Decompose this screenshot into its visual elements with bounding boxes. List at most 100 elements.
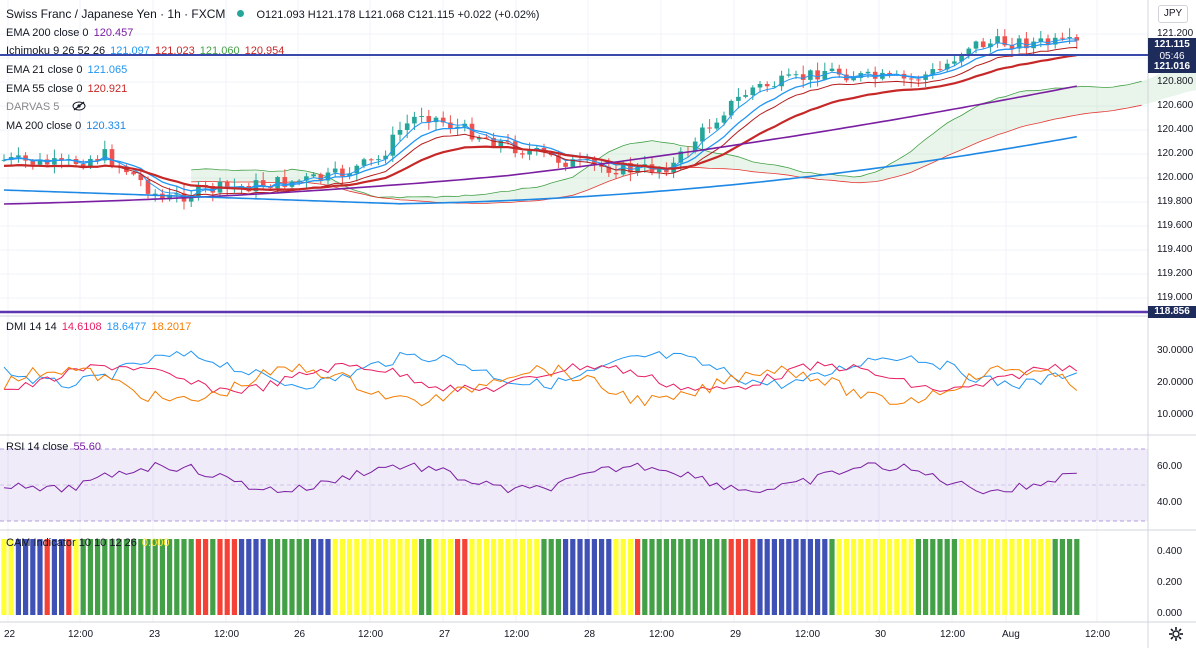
legend-label: EMA 55 close 0	[6, 83, 83, 95]
legend-value: 121.097	[110, 45, 150, 57]
cam-bar	[858, 539, 864, 615]
cam-bar	[599, 539, 605, 615]
candle-body	[361, 159, 367, 166]
cam-bar	[822, 539, 828, 615]
cam-bar	[203, 539, 209, 615]
cam-bar	[1052, 539, 1058, 615]
cam-bar	[779, 539, 785, 615]
ema55-line	[3, 54, 1077, 192]
cam-bar	[51, 539, 57, 615]
cam-bar	[80, 539, 86, 615]
cam-bar	[872, 539, 878, 615]
price-tick-label: 119.000	[1157, 292, 1193, 303]
cam-bar	[714, 539, 720, 615]
legend-value: 120.457	[93, 27, 134, 39]
cam-bar	[678, 539, 684, 615]
candle-body	[419, 116, 424, 118]
cam-bar	[894, 539, 900, 615]
candle-body	[1074, 37, 1080, 41]
cam-bar	[951, 539, 957, 615]
candle-body	[1060, 37, 1065, 39]
cam-bar	[87, 539, 93, 615]
cam-tick-label: 0.000	[1157, 608, 1183, 619]
legend-darvas[interactable]: DARVAS 5	[6, 100, 86, 114]
candle-body	[563, 162, 568, 167]
cam-bar	[642, 539, 648, 615]
symbol-title[interactable]: Swiss Franc / Japanese Yen · 1h · FXCM	[6, 7, 226, 21]
eye-crossed-icon[interactable]	[72, 101, 86, 111]
candle-body	[160, 193, 165, 200]
cam-bar	[174, 539, 180, 615]
price-tick-label: 119.600	[1157, 220, 1193, 231]
cam-bar	[303, 539, 309, 615]
candle-body	[865, 71, 871, 74]
legend-cam[interactable]: CAM Indicator 10 10 12 26 0.000	[6, 536, 171, 550]
currency-button[interactable]: JPY	[1158, 5, 1188, 23]
candle-body	[347, 173, 352, 177]
cam-bar	[15, 539, 21, 615]
cam-bar	[383, 539, 389, 615]
candle-body	[80, 164, 86, 167]
candle-body	[426, 116, 432, 123]
price-tick-label: 120.000	[1157, 172, 1194, 183]
gear-icon[interactable]	[1168, 626, 1184, 642]
time-tick-label: 28	[584, 629, 596, 640]
candle-body	[145, 180, 151, 194]
time-tick-label: 12:00	[358, 629, 384, 640]
cam-bar	[815, 539, 821, 615]
legend-ma200[interactable]: MA 200 close 0 120.331	[6, 119, 128, 133]
legend-ema21[interactable]: EMA 21 close 0 121.065	[6, 63, 129, 77]
legend-value: 14.6108	[61, 321, 102, 333]
legend-ichimoku[interactable]: Ichimoku 9 26 52 26 121.097 121.023 121.…	[6, 44, 286, 58]
dmi-tick-label: 10.0000	[1157, 409, 1194, 420]
cam-bar	[570, 539, 576, 615]
candle-body	[88, 158, 93, 167]
cam-bar	[548, 539, 554, 615]
cam-bar	[512, 539, 518, 615]
cam-bar	[620, 539, 626, 615]
cam-bar	[606, 539, 612, 615]
candle-body	[376, 159, 381, 161]
candle-body	[167, 194, 172, 200]
candle-body	[988, 43, 993, 48]
cam-bar	[966, 539, 972, 615]
price-tick-label: 120.800	[1157, 76, 1194, 87]
candle-body	[404, 123, 410, 130]
ohlc-values: O121.093 H121.178 L121.068 C121.115 +0.0…	[256, 9, 540, 21]
candle-body	[793, 74, 799, 76]
cam-bar	[908, 539, 914, 615]
legend-dmi[interactable]: DMI 14 14 14.6108 18.6477 18.2017	[6, 320, 193, 334]
cam-bar	[1059, 539, 1065, 615]
level-tag: 121.016	[1148, 61, 1196, 73]
cam-bar	[231, 539, 237, 615]
candle-body	[95, 158, 100, 161]
candle-body	[772, 86, 777, 88]
candle-body	[448, 122, 453, 129]
cam-bar	[318, 539, 324, 615]
time-tick-label: 12:00	[214, 629, 240, 640]
ichimoku-cloud-fill	[191, 62, 1196, 204]
candle-body	[944, 63, 950, 70]
candle-body	[757, 83, 763, 88]
cam-bar	[649, 539, 655, 615]
cam-bar	[123, 539, 129, 615]
cam-bar	[555, 539, 561, 615]
cam-bar	[131, 539, 137, 615]
cam-bar	[246, 539, 252, 615]
cam-bar	[116, 539, 122, 615]
legend-ema200[interactable]: EMA 200 close 0 120.457	[6, 26, 135, 40]
cam-bar	[332, 539, 338, 615]
cam-bar	[397, 539, 403, 615]
candle-body	[678, 151, 684, 163]
candle-body	[498, 140, 504, 147]
cam-bar	[829, 539, 835, 615]
cam-bar	[1009, 539, 1015, 615]
candle-body	[102, 149, 108, 161]
candle-body	[491, 137, 496, 147]
legend-ema55[interactable]: EMA 55 close 0 120.921	[6, 82, 129, 96]
legend-rsi[interactable]: RSI 14 close 55.60	[6, 440, 103, 454]
level-tag: 118.856	[1148, 306, 1196, 318]
rsi-line	[3, 461, 1077, 495]
cam-bar	[1016, 539, 1022, 615]
